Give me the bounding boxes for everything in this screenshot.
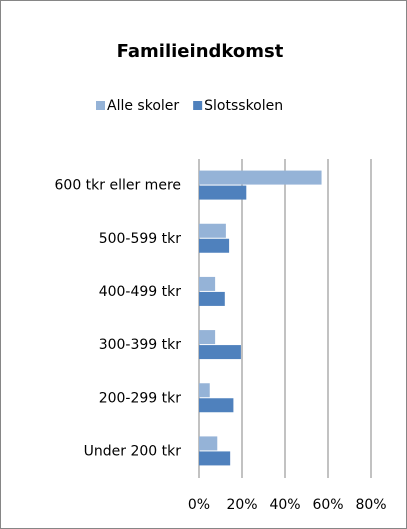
chart-title: Familieindkomst [117, 41, 284, 62]
legend-swatch [193, 101, 203, 110]
bar [199, 345, 241, 360]
x-tick-label: 60% [312, 497, 343, 513]
legend-label: Slotsskolen [204, 98, 283, 114]
x-tick-label: 0% [188, 497, 210, 513]
bar [199, 170, 322, 185]
legend-swatch [96, 101, 105, 110]
bar [199, 330, 216, 345]
bar [199, 185, 247, 200]
bar [199, 223, 226, 238]
y-tick-label: 200-299 tkr [99, 390, 182, 406]
x-tick-label: 80% [355, 497, 386, 513]
bar [199, 436, 218, 451]
bar [199, 451, 231, 466]
y-tick-label: 400-499 tkr [99, 284, 182, 300]
y-tick-label: Under 200 tkr [84, 443, 182, 459]
bar [199, 398, 234, 413]
bar [199, 238, 230, 253]
y-tick-label: 600 tkr eller mere [55, 178, 182, 194]
legend-label: Alle skoler [107, 98, 179, 114]
bar [199, 276, 216, 291]
y-tick-label: 500-599 tkr [99, 231, 182, 247]
y-tick-label: 300-399 tkr [99, 337, 182, 353]
bar [199, 383, 210, 398]
x-tick-label: 40% [269, 497, 300, 513]
x-tick-label: 20% [226, 497, 257, 513]
bar [199, 291, 225, 306]
